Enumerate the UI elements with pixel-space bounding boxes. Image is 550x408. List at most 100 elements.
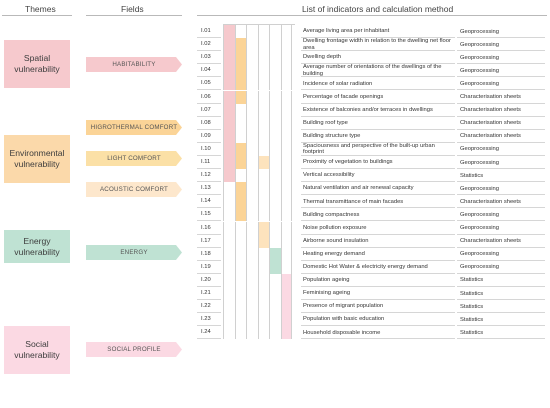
field-light-label: LIGHT COMFORT [107,155,161,162]
indicator-name: Average living area per inhabitant [303,28,390,35]
field-cell [246,103,258,117]
calculation-method: Statistics [460,277,484,284]
field-cell [234,247,247,261]
field-cell [223,142,235,156]
themes-header: Themes [25,4,56,14]
theme-social: Social vulnerability [4,326,70,374]
field-cell [234,25,247,38]
indicator-field-cells [223,313,295,327]
indicator-row: I.10 Spaciousness and perspective of the … [197,143,547,156]
field-cell [269,313,281,327]
field-social-profile: SOCIAL PROFILE [86,342,182,357]
indicator-field-cells [223,64,295,78]
field-cell [223,90,235,104]
row-divider [301,272,455,274]
indicator-name: Domestic Hot Water & electricity energy … [303,264,428,270]
indicator-row: I.03 Dwelling depth Geoprocessing [197,51,547,65]
field-light-comfort: LIGHT COMFORT [86,151,182,166]
field-cell [257,326,270,340]
calculation-method: Geoprocessing [460,54,499,61]
field-cell [269,300,281,314]
indicator-id: I.08 [201,119,211,126]
indicator-name: Dwelling depth [303,54,342,61]
indicator-id: I.13 [201,185,211,192]
field-cell [280,129,292,143]
field-cell [234,234,247,248]
field-cell [234,156,246,169]
indicator-field-cells [223,326,295,340]
indicator-id: I.17 [201,237,211,244]
calculation-method: Geoprocessing [460,211,499,218]
indicator-name: Thermal transmittance of main facades [303,198,404,205]
field-cell [223,156,235,169]
indicator-name: Natural ventilation and air renewal capa… [303,185,414,192]
field-cell [257,142,270,156]
row-divider [301,102,455,104]
field-cell [257,51,270,65]
field-cell [234,77,246,91]
indicator-field-cells [223,273,295,287]
indicator-name: Airborne sound insulation [303,237,369,244]
row-divider [301,50,455,52]
row-divider [457,76,545,78]
indicator-field-cells [223,90,295,104]
field-cell [234,195,246,209]
indicator-field-cells [223,260,295,274]
field-cell [269,247,281,261]
indicator-field-cells [223,247,295,261]
field-cell [280,260,292,274]
themes-header-rule [2,15,72,16]
field-cell [246,169,258,183]
indicator-id: I.06 [201,93,211,100]
indicator-name: Feminising ageing [303,290,351,297]
indicator-row: I.24 Household disposable income Statistic… [197,326,547,340]
field-cell [234,169,247,183]
field-cell [223,234,235,248]
calculation-method: Characterisation sheets [460,238,521,245]
indicator-row: I.17 Airborne sound insulation Characteris… [197,234,547,248]
field-cell [257,195,270,209]
row-divider [197,63,221,65]
row-divider [197,285,221,287]
row-divider [457,128,545,130]
field-cell [269,273,281,287]
calculation-method: Geoprocessing [460,159,499,166]
indicator-id: I.09 [201,132,211,139]
list-header: List of indicators and calculation metho… [302,4,454,14]
field-acoustic-label: ACOUSTIC COMFORT [99,186,169,193]
calculation-method: Geoprocessing [460,67,499,74]
indicator-id: I.10 [201,145,211,152]
row-divider [457,50,545,52]
indicator-field-cells [223,182,295,196]
field-cell [257,313,270,327]
row-divider [301,285,455,287]
row-divider [301,220,455,222]
field-cell [223,129,235,143]
field-cell [234,221,247,235]
indicator-field-cells [223,221,295,235]
calculation-method: Characterisation sheets [460,120,521,127]
row-divider [301,325,455,327]
field-cell [280,300,292,314]
field-cell [257,234,269,248]
field-cell [246,273,258,287]
field-cell [246,287,258,300]
field-cell [280,64,292,78]
field-cell [257,247,270,261]
fields-header-rule [86,15,182,16]
indicator-field-cells [223,51,295,65]
indicator-field-cells [223,300,295,314]
field-cell [223,195,235,209]
row-divider [301,128,455,130]
indicator-name: Dwelling frontage width in relation to t… [303,38,451,51]
indicator-field-cells [223,129,295,143]
calculation-method: Characterisation sheets [460,94,521,100]
row-divider [301,259,455,261]
calculation-method: Geoprocessing [460,185,499,192]
field-cell [246,208,258,222]
indicator-row: I.22 Presence of migrant population Statis… [197,300,547,314]
field-cell [246,195,258,209]
indicator-row: I.15 Building compactness Geoprocessing [197,208,547,222]
row-divider [301,63,455,65]
field-habitability: HABITABILITY [86,57,182,72]
